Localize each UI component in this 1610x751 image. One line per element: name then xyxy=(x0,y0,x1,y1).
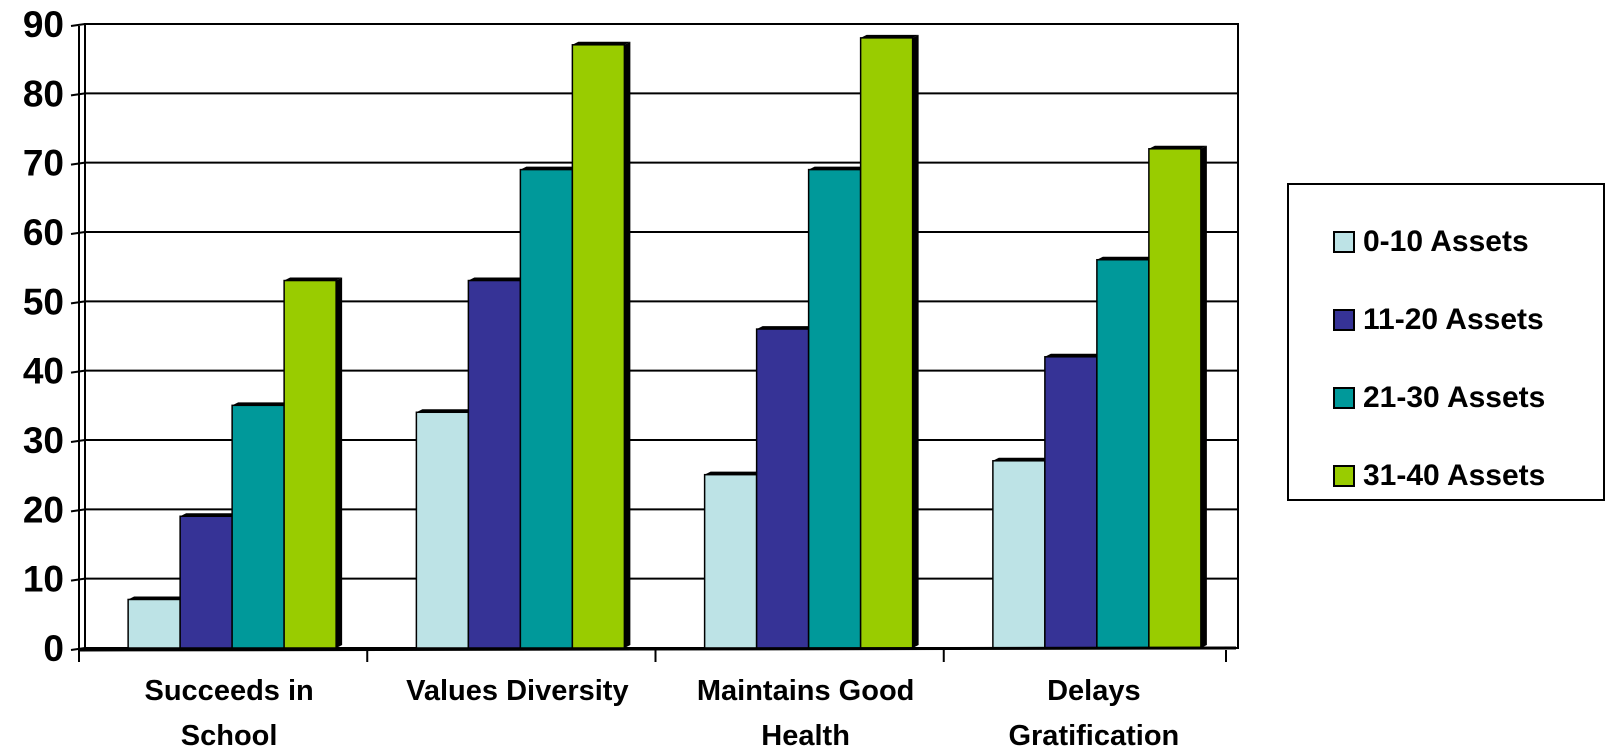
bar xyxy=(571,44,626,649)
bar xyxy=(519,168,574,649)
x-category-label: Succeeds in School xyxy=(145,675,314,751)
bar xyxy=(179,515,233,649)
bar xyxy=(1148,148,1202,649)
legend-swatch-31-40 xyxy=(1333,465,1355,487)
legend-label: 21-30 Assets xyxy=(1363,381,1546,414)
y-tick-label: 20 xyxy=(23,489,64,530)
y-tick-label: 10 xyxy=(23,559,64,600)
y-tick-label: 60 xyxy=(23,212,64,253)
x-category-label: Delays Gratification xyxy=(1008,675,1179,751)
y-tick-label: 30 xyxy=(23,420,64,461)
x-category-label: Maintains Good Health xyxy=(697,675,915,751)
bar xyxy=(703,473,758,649)
y-tick-label: 80 xyxy=(23,73,64,114)
bar-side xyxy=(624,41,631,649)
bar xyxy=(807,168,862,649)
bar xyxy=(467,279,522,649)
bar xyxy=(859,37,914,649)
bar xyxy=(755,328,810,649)
bar xyxy=(415,411,470,649)
bar-side xyxy=(336,277,343,648)
bars xyxy=(127,34,1207,649)
x-category-label: Values Diversity xyxy=(406,675,628,707)
x-axis-line xyxy=(78,646,1237,652)
y-tick-label: 50 xyxy=(23,281,64,322)
y-tick-label: 70 xyxy=(23,143,64,184)
bar xyxy=(1044,356,1098,649)
y-tick-mark xyxy=(70,23,86,27)
legend-item: 0-10 Assets xyxy=(1333,225,1529,258)
legend-item: 21-30 Assets xyxy=(1333,381,1546,414)
legend-label: 31-40 Assets xyxy=(1363,459,1546,492)
axes xyxy=(70,23,1237,662)
y-tick-label: 40 xyxy=(23,351,64,392)
y-tick-label: 0 xyxy=(43,628,64,669)
legend: 0-10 Assets 11-20 Assets 21-30 Assets 31… xyxy=(1287,183,1605,501)
legend-label: 0-10 Assets xyxy=(1363,225,1529,258)
x-category-labels: Succeeds in School Values Diversity Maintai… xyxy=(145,675,1180,751)
legend-item: 11-20 Assets xyxy=(1333,303,1544,336)
y-tick-label: 90 xyxy=(23,4,64,45)
bar xyxy=(127,598,181,649)
y-tick-labels: 0 10 20 30 40 50 60 70 80 90 xyxy=(23,4,64,669)
bar-side xyxy=(1200,145,1207,649)
legend-label: 11-20 Assets xyxy=(1363,303,1544,336)
bar xyxy=(283,279,337,649)
legend-swatch-0-10 xyxy=(1333,231,1355,253)
legend-swatch-21-30 xyxy=(1333,387,1355,409)
bar xyxy=(1096,258,1150,649)
legend-item: 31-40 Assets xyxy=(1333,459,1546,492)
bar-top xyxy=(232,402,291,406)
bar-side xyxy=(912,34,919,649)
bar-top xyxy=(1148,145,1207,149)
bar xyxy=(231,404,285,649)
bar xyxy=(992,460,1046,649)
legend-swatch-11-20 xyxy=(1333,309,1355,331)
